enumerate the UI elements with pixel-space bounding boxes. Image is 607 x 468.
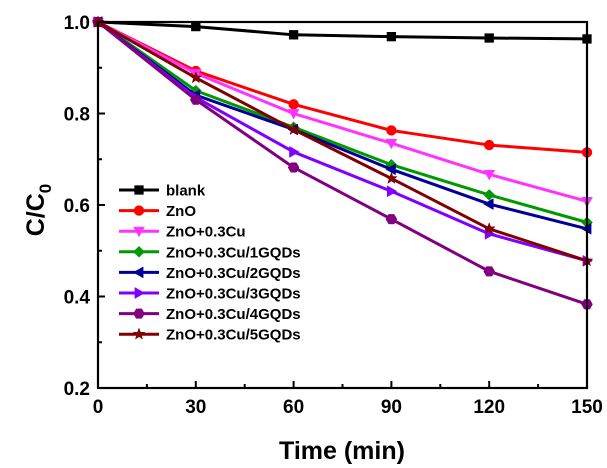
data-point — [483, 189, 496, 201]
data-point — [484, 33, 494, 43]
legend-label: ZnO+0.3Cu/2GQDs — [166, 265, 301, 282]
legend-marker — [133, 205, 145, 216]
data-point — [483, 266, 495, 277]
series-line — [97, 20, 588, 41]
data-point — [386, 125, 397, 136]
data-point — [483, 198, 494, 211]
data-point — [287, 109, 300, 120]
series-line — [97, 20, 588, 154]
data-point — [483, 169, 496, 181]
legend-marker — [134, 185, 144, 195]
legend-label: ZnO+0.3Cu/4GQDs — [166, 306, 301, 323]
data-point — [385, 214, 398, 225]
legend-label: ZnO+0.3Cu/5GQDs — [166, 327, 301, 344]
series-line — [97, 20, 588, 203]
y-tick-label: 0.2 — [64, 379, 90, 400]
legend-item: ZnO+0.3Cu — [119, 224, 246, 241]
plot-marks — [91, 15, 594, 310]
legend-label: ZnO+0.3Cu/1GQDs — [166, 244, 301, 261]
series-line — [97, 20, 588, 224]
legend-marker — [132, 266, 144, 279]
legend-marker — [133, 226, 145, 238]
x-tick-label: 30 — [185, 397, 206, 418]
legend-item: ZnO+0.3Cu/4GQDs — [119, 306, 301, 323]
x-axis-title: Time (min) — [279, 437, 405, 465]
data-point — [191, 21, 201, 32]
data-point — [189, 71, 203, 84]
legend-item: ZnO — [119, 203, 196, 220]
y-tick-label: 0.6 — [64, 196, 90, 217]
y-axis-title: C/C0 — [22, 184, 55, 237]
legend-label: ZnO — [166, 203, 196, 220]
x-tick-label: 90 — [381, 397, 402, 418]
data-point — [190, 94, 202, 105]
y-axis-title-subscript: 0 — [36, 184, 55, 193]
data-point — [386, 31, 397, 42]
data-point — [385, 138, 398, 150]
y-tick-label: 0.8 — [64, 105, 90, 126]
legend-label: ZnO+0.3Cu — [166, 224, 246, 241]
legend-marker — [134, 287, 146, 299]
legend-marker — [133, 308, 145, 319]
data-point — [287, 162, 300, 173]
data-point — [288, 99, 299, 110]
data-point — [288, 30, 299, 40]
axis-tick-labels: 0 30 60 90 120 150 0.2 0.4 0.6 0.8 1.0 — [64, 13, 603, 418]
y-axis-title-main: C/C — [22, 193, 50, 236]
data-point — [484, 139, 495, 151]
legend-item: ZnO+0.3Cu/3GQDs — [119, 286, 301, 303]
data-point — [482, 222, 496, 235]
data-point — [289, 145, 300, 158]
legend-item: blank — [119, 183, 206, 200]
data-point — [387, 185, 398, 198]
series-2 — [92, 17, 593, 208]
data-point — [287, 122, 301, 136]
series-line — [97, 20, 588, 306]
series-line — [97, 20, 588, 263]
x-tick-label: 150 — [571, 397, 603, 418]
x-tick-label: 120 — [473, 397, 505, 418]
legend-item: ZnO+0.3Cu/1GQDs — [119, 244, 301, 261]
legend-label: ZnO+0.3Cu/3GQDs — [166, 286, 301, 303]
data-point — [385, 163, 396, 176]
y-tick-label: 1.0 — [64, 13, 90, 34]
x-tick-label: 60 — [283, 397, 304, 418]
legend: blank ZnO ZnO+0.3Cu ZnO+0.3Cu/1GQDs ZnO+0.3C… — [119, 183, 301, 344]
y-tick-label: 0.4 — [64, 288, 91, 309]
legend-item: ZnO+0.3Cu/5GQDs — [119, 327, 301, 344]
legend-marker — [133, 245, 145, 258]
legend-item: ZnO+0.3Cu/2GQDs — [119, 265, 301, 282]
axis-ticks — [97, 21, 588, 389]
x-tick-label: 0 — [93, 397, 104, 418]
series-line — [97, 20, 588, 231]
data-point — [384, 171, 398, 184]
legend-marker — [132, 327, 146, 340]
legend-label: blank — [166, 183, 206, 200]
